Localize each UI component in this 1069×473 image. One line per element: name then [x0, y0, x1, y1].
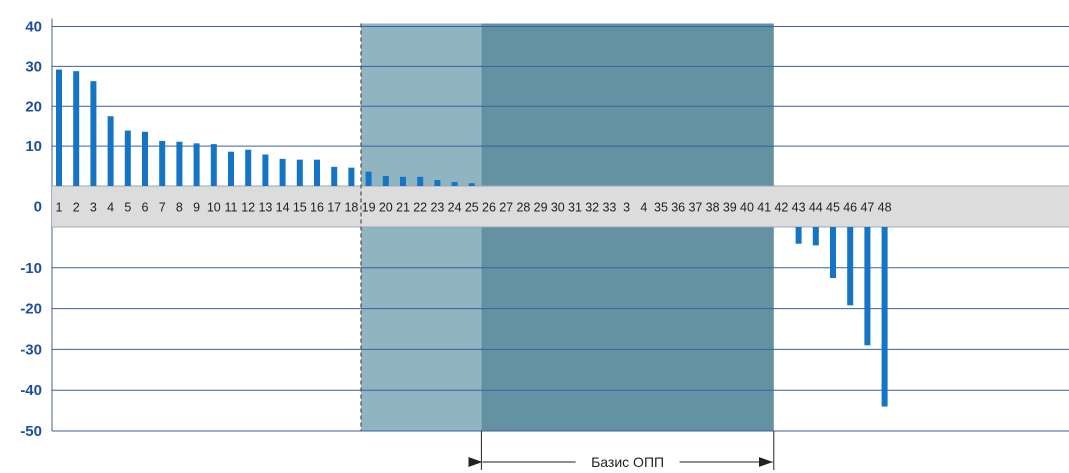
gridlines [51, 18, 1069, 432]
bar-22-22 [417, 176, 424, 186]
bar-23-23 [434, 180, 441, 186]
y-tick-10: 10 [25, 138, 42, 155]
x-tick-9-9: 9 [193, 201, 200, 215]
x-tick-25-25: 25 [465, 201, 479, 215]
bar-45-46 [830, 227, 836, 278]
y-tick-0: 0 [34, 199, 42, 216]
bar-25-25 [468, 183, 475, 186]
bar-18-18 [348, 167, 355, 186]
x-tick-46-47: 46 [843, 201, 857, 215]
x-tick-26-26: 26 [482, 201, 496, 215]
x-tick-6-6: 6 [142, 201, 149, 215]
bar-46-47 [847, 227, 854, 306]
annotation: Базис ОПП [468, 431, 775, 470]
bar-21-21 [400, 176, 406, 186]
bar-19-19 [365, 171, 372, 186]
bar-1-1 [56, 69, 62, 186]
x-tick-13-13: 13 [258, 201, 272, 215]
bar-17-17 [331, 166, 338, 186]
y-tick--20: -20 [20, 301, 42, 318]
x-tick-3-34: 3 [623, 201, 630, 215]
bar-10-10 [210, 144, 217, 186]
x-tick-36-37: 36 [671, 201, 685, 215]
x-tick-28-28: 28 [516, 201, 530, 215]
y-tick--10: -10 [20, 260, 42, 277]
bar-9-9 [193, 143, 200, 186]
x-tick-32-32: 32 [585, 201, 599, 215]
bar-48-49 [881, 227, 888, 407]
x-tick-17-17: 17 [327, 201, 341, 215]
x-tick-10-10: 10 [207, 201, 221, 215]
bar-8-8 [176, 141, 183, 186]
x-tick-4-4: 4 [107, 201, 114, 215]
bar-6-6 [142, 131, 148, 186]
x-tick-8-8: 8 [176, 201, 183, 215]
x-tick-37-38: 37 [688, 201, 702, 215]
y-tick-20: 20 [25, 98, 42, 115]
bar-47-48 [864, 227, 871, 346]
x-tick-44-45: 44 [809, 201, 823, 215]
bar-3-3 [90, 81, 97, 186]
x-tick-11-11: 11 [225, 201, 238, 215]
zero-band [52, 23, 1069, 431]
bars [56, 69, 888, 407]
x-tick-21-21: 21 [396, 201, 410, 215]
bar-13-13 [262, 154, 269, 186]
x-tick-39-40: 39 [723, 201, 737, 215]
bar-4-4 [107, 116, 114, 186]
x-tick-23-23: 23 [430, 201, 444, 215]
x-tick-19-19: 19 [362, 201, 376, 215]
x-tick-5-5: 5 [124, 201, 131, 215]
x-tick-41-42: 41 [757, 201, 771, 215]
bar-15-15 [296, 159, 303, 186]
x-tick-14-14: 14 [276, 201, 290, 215]
x-tick-47-48: 47 [860, 201, 874, 215]
x-tick-22-22: 22 [413, 201, 427, 215]
x-tick-35-36: 35 [654, 201, 668, 215]
x-tick-42-43: 42 [774, 201, 788, 215]
x-tick-4-35: 4 [640, 201, 647, 215]
x-tick-24-24: 24 [448, 201, 462, 215]
x-tick-12-12: 12 [241, 201, 255, 215]
x-tick-labels: 1 2 3 4 5 6 7 8 9 10 11 12 13 14 15 16 17 18 19 20 21 22 23 24 2… [56, 201, 892, 215]
y-tick--30: -30 [20, 341, 42, 358]
x-tick-29-29: 29 [534, 201, 548, 215]
x-tick-45-46: 45 [826, 201, 840, 215]
annotation-label: Базис ОПП [591, 454, 664, 470]
bar-11-11 [228, 151, 234, 186]
bar-7-7 [159, 140, 166, 186]
x-tick-1-1: 1 [56, 201, 63, 215]
x-tick-2-2: 2 [73, 201, 80, 215]
x-tick-18-18: 18 [344, 201, 358, 215]
x-tick-38-39: 38 [706, 201, 720, 215]
bar-14-14 [279, 158, 286, 186]
y-tick-30: 30 [25, 58, 42, 75]
bar-16-16 [314, 159, 320, 186]
x-tick-16-16: 16 [310, 201, 324, 215]
bar-44-45 [812, 227, 819, 246]
bar-24-24 [451, 182, 458, 186]
x-tick-20-20: 20 [379, 201, 393, 215]
y-tick--40: -40 [20, 382, 42, 399]
x-tick-31-31: 31 [568, 201, 582, 215]
x-tick-40-41: 40 [740, 201, 754, 215]
x-tick-15-15: 15 [293, 201, 307, 215]
x-tick-27-27: 27 [499, 201, 513, 215]
x-tick-3-3: 3 [90, 201, 97, 215]
bar-5-5 [124, 130, 131, 186]
bar-20-20 [382, 176, 389, 186]
x-tick-7-7: 7 [159, 201, 166, 215]
bar-2-2 [73, 71, 80, 186]
y-tick-40: 40 [25, 19, 42, 36]
x-tick-48-49: 48 [878, 201, 892, 215]
x-tick-30-30: 30 [551, 201, 565, 215]
bar-43-44 [795, 227, 802, 244]
y-tick-labels: 40 30 20 10 0 -10 -20 -30 -40 -50 [20, 19, 42, 441]
zero-band-rect [52, 186, 1069, 227]
x-tick-33-33: 33 [602, 201, 616, 215]
bar-12-12 [245, 149, 252, 186]
y-tick--50: -50 [20, 423, 42, 440]
x-tick-43-44: 43 [792, 201, 806, 215]
